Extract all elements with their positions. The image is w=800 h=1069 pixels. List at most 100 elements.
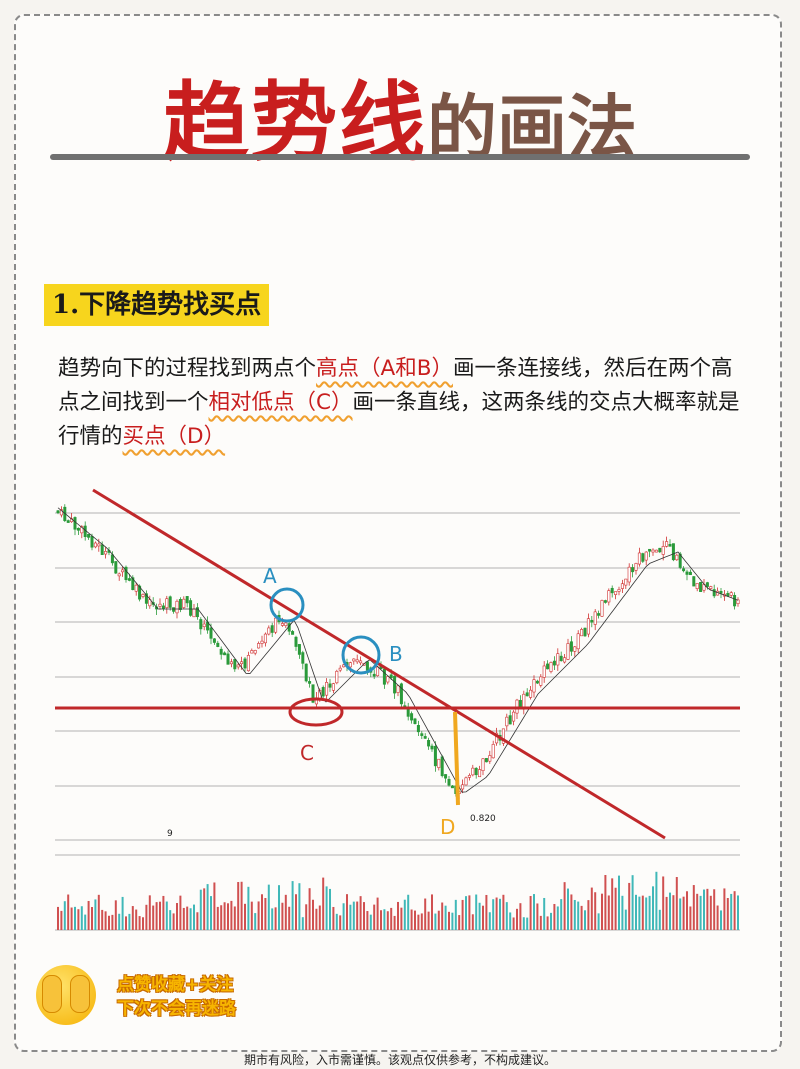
candle	[437, 758, 441, 768]
volume-bar	[665, 896, 668, 930]
volume-bar	[230, 900, 233, 930]
candle	[93, 542, 97, 548]
volume-bar	[638, 896, 641, 930]
axis-label: 9	[167, 829, 173, 839]
candle	[365, 661, 369, 671]
volume-bar	[628, 882, 631, 930]
candle	[420, 733, 424, 736]
volume-bar	[672, 895, 675, 930]
volume-bar	[590, 887, 593, 930]
volume-bar	[624, 909, 627, 930]
candle	[563, 657, 567, 663]
volume-bar	[495, 897, 498, 930]
volume-bar	[315, 908, 318, 930]
volume-bar	[682, 896, 685, 930]
volume-bar	[410, 909, 413, 930]
volume-bar	[182, 907, 185, 930]
candle	[576, 633, 580, 650]
candle	[280, 623, 284, 626]
volume-bar	[118, 913, 121, 930]
volume-bar	[91, 907, 93, 930]
candle	[736, 599, 740, 604]
volume-bar	[274, 907, 277, 930]
volume-bar	[482, 905, 484, 930]
volume-bar	[397, 901, 399, 930]
volume-bar	[699, 895, 702, 930]
hand-icon	[70, 975, 90, 1013]
label-d: D	[440, 815, 455, 839]
volume-bar	[138, 916, 141, 930]
candle	[478, 769, 482, 778]
volume-bar	[196, 912, 199, 930]
volume-bar	[417, 914, 420, 930]
candle	[250, 650, 254, 654]
volume-bar	[614, 887, 617, 930]
candle	[192, 608, 196, 618]
candle	[260, 640, 264, 644]
volume-bar	[373, 904, 376, 930]
candle	[189, 600, 193, 616]
candle	[440, 756, 444, 777]
volume-bar	[543, 897, 546, 930]
candle	[311, 684, 315, 703]
volume-bar	[536, 903, 539, 930]
volume-bar	[448, 911, 450, 930]
volume-bar	[237, 882, 240, 930]
candle	[682, 568, 686, 572]
candle	[399, 683, 403, 705]
candle	[651, 549, 655, 553]
candle	[229, 661, 233, 665]
candle	[335, 670, 339, 684]
candle	[338, 667, 342, 671]
volume-bar	[261, 894, 263, 930]
candle	[658, 547, 662, 553]
candle	[104, 551, 108, 555]
candle	[675, 554, 679, 561]
candle	[284, 622, 288, 626]
candle	[569, 641, 573, 652]
candle	[580, 629, 584, 637]
follow-cta: 点赞收藏+关注 下次不会再迷路	[117, 973, 236, 1021]
candle	[433, 745, 437, 767]
volume-bar	[77, 909, 80, 930]
candle	[175, 600, 179, 614]
volume-bar	[403, 899, 406, 930]
volume-bar	[516, 908, 518, 930]
volume-bar	[550, 912, 552, 930]
candle	[559, 655, 563, 662]
candle	[321, 687, 325, 697]
volume-bar	[567, 888, 569, 930]
volume-bar	[308, 888, 311, 930]
candle	[216, 642, 220, 647]
candle	[444, 774, 448, 779]
volume-bar	[631, 875, 634, 930]
volume-bar	[63, 901, 66, 930]
candle	[301, 652, 305, 664]
candle	[253, 650, 257, 654]
candle	[610, 587, 614, 594]
candle	[236, 664, 240, 668]
volume-bar	[502, 894, 505, 930]
volume-bar	[485, 894, 488, 930]
card-frame	[14, 14, 782, 1052]
candle	[325, 682, 329, 696]
candle	[199, 619, 203, 630]
volume-bar	[601, 893, 603, 930]
text: 画一条直线，这两条线的交点大概率就是行情的	[58, 390, 740, 449]
candle	[297, 644, 301, 655]
volume-bar	[121, 896, 124, 930]
volume-bar	[499, 898, 501, 930]
volume-bar	[125, 916, 127, 930]
volume-bar	[706, 888, 709, 930]
candle	[66, 520, 70, 523]
volume-bar	[488, 912, 491, 930]
volume-bar	[414, 910, 416, 930]
volume-bar	[468, 895, 471, 930]
volume-bar	[131, 906, 134, 930]
candle	[376, 666, 380, 677]
candle	[430, 745, 434, 750]
volume-bar	[679, 898, 682, 930]
volume-bar	[386, 911, 389, 930]
candle	[410, 713, 414, 721]
volume-bar	[733, 891, 736, 930]
